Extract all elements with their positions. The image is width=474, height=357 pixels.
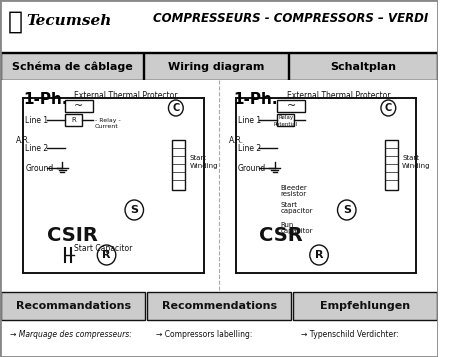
FancyBboxPatch shape — [1, 292, 146, 320]
Text: resistor: resistor — [280, 191, 306, 197]
FancyBboxPatch shape — [1, 53, 143, 80]
Bar — [277, 100, 305, 112]
Text: - Relay -: - Relay - — [94, 117, 120, 122]
Bar — [384, 140, 398, 190]
Text: Bleeder: Bleeder — [280, 185, 307, 191]
Text: R: R — [71, 117, 76, 123]
Text: Recommandations: Recommandations — [16, 301, 131, 311]
FancyBboxPatch shape — [145, 53, 288, 80]
Text: 1-Ph.: 1-Ph. — [23, 92, 68, 107]
Bar — [172, 140, 185, 190]
Text: CSR: CSR — [259, 226, 303, 245]
Text: C: C — [172, 103, 180, 113]
FancyBboxPatch shape — [147, 292, 292, 320]
Text: Empfehlungen: Empfehlungen — [320, 301, 410, 311]
Text: Schaltplan: Schaltplan — [330, 62, 396, 72]
Text: Start Capacitor: Start Capacitor — [74, 243, 133, 252]
Text: Schéma de câblage: Schéma de câblage — [11, 62, 132, 72]
Circle shape — [337, 200, 356, 220]
Text: COMPRESSEURS - COMPRESSORS – VERDI: COMPRESSEURS - COMPRESSORS – VERDI — [153, 12, 428, 25]
Text: Start: Start — [190, 155, 207, 161]
Text: External Thermal Protector: External Thermal Protector — [287, 91, 390, 100]
Text: External Thermal Protector: External Thermal Protector — [74, 91, 178, 100]
Text: 1-Ph.: 1-Ph. — [233, 92, 278, 107]
Text: Ground: Ground — [25, 164, 54, 172]
Bar — [65, 114, 82, 126]
Text: S: S — [130, 205, 138, 215]
Text: Line 1: Line 1 — [238, 116, 261, 125]
FancyBboxPatch shape — [0, 80, 438, 290]
Text: Run: Run — [280, 222, 293, 228]
Text: Wiring diagram: Wiring diagram — [168, 62, 264, 72]
Text: Tecumseh: Tecumseh — [26, 14, 111, 28]
Text: Start: Start — [280, 202, 297, 208]
FancyBboxPatch shape — [293, 292, 438, 320]
Text: ~: ~ — [287, 101, 296, 111]
Text: Potential: Potential — [274, 121, 298, 126]
Bar — [236, 98, 416, 273]
Text: A.R.: A.R. — [228, 136, 244, 145]
Text: CSIR: CSIR — [46, 226, 97, 245]
Text: ~: ~ — [74, 101, 83, 111]
Circle shape — [125, 200, 144, 220]
Bar — [23, 98, 203, 273]
Text: → Compressors labelling:: → Compressors labelling: — [155, 330, 252, 339]
Text: Relay: Relay — [278, 115, 293, 120]
Text: Recommendations: Recommendations — [162, 301, 277, 311]
Text: capacitor: capacitor — [280, 228, 313, 234]
Text: R: R — [315, 250, 323, 260]
Text: S: S — [343, 205, 351, 215]
Text: capacitor: capacitor — [280, 208, 313, 214]
Text: Ground: Ground — [238, 164, 266, 172]
Text: 🏔: 🏔 — [8, 10, 23, 34]
Circle shape — [168, 100, 183, 116]
Bar — [65, 100, 93, 112]
Text: C: C — [385, 103, 392, 113]
Text: → Marquage des compresseurs:: → Marquage des compresseurs: — [9, 330, 131, 339]
Text: Line 2: Line 2 — [238, 144, 261, 152]
Text: Start: Start — [402, 155, 419, 161]
FancyBboxPatch shape — [0, 0, 438, 52]
Text: Line 1: Line 1 — [25, 116, 48, 125]
Text: R: R — [102, 250, 111, 260]
Circle shape — [381, 100, 396, 116]
FancyBboxPatch shape — [290, 53, 438, 80]
Bar — [277, 114, 294, 126]
Text: Line 2: Line 2 — [25, 144, 48, 152]
Circle shape — [310, 245, 328, 265]
Text: → Typenschild Verdichter:: → Typenschild Verdichter: — [301, 330, 399, 339]
Text: A.R.: A.R. — [16, 136, 31, 145]
Text: Current: Current — [94, 124, 118, 129]
Text: Winding: Winding — [190, 163, 218, 169]
Text: Winding: Winding — [402, 163, 431, 169]
Circle shape — [97, 245, 116, 265]
